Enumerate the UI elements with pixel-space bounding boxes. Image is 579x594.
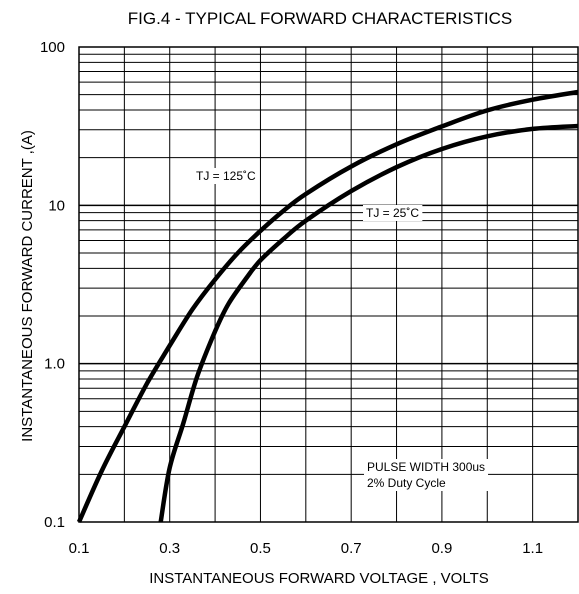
chart-title: FIG.4 - TYPICAL FORWARD CHARACTERISTICS xyxy=(128,9,512,28)
annotation-tj25: TJ = 25˚C xyxy=(363,205,423,221)
series-line-tj25 xyxy=(158,123,579,523)
annotation-pulse-width: PULSE WIDTH 300us xyxy=(367,460,485,474)
grid xyxy=(79,47,578,522)
y-tick-label: 100 xyxy=(40,39,65,56)
annotation-duty-cycle: 2% Duty Cycle xyxy=(367,476,446,490)
y-tick-label: 0.1 xyxy=(44,514,65,531)
x-tick-label: 0.7 xyxy=(341,540,362,557)
x-axis-label: INSTANTANEOUS FORWARD VOLTAGE , VOLTS xyxy=(149,570,489,587)
annotation-pulse: PULSE WIDTH 300us 2% Duty Cycle xyxy=(364,459,489,491)
annotation-tj125-label: TJ = 125˚C xyxy=(196,169,256,183)
x-tick-label: 0.3 xyxy=(159,540,180,557)
x-tick-label: 1.1 xyxy=(522,540,543,557)
series-group xyxy=(76,89,579,523)
x-tick-label: 0.9 xyxy=(431,540,452,557)
series-line-tj125 xyxy=(76,89,579,523)
annotation-tj25-label: TJ = 25˚C xyxy=(366,206,419,220)
y-axis-label: INSTANTANEOUS FORWARD CURRENT ,(A) xyxy=(19,130,36,442)
x-tick-label: 0.1 xyxy=(69,540,90,557)
y-tick-label: 10 xyxy=(48,197,65,214)
annotation-tj125: TJ = 125˚C xyxy=(193,168,260,184)
x-tick-labels: 0.1 0.3 0.5 0.7 0.9 1.1 xyxy=(69,540,543,557)
plot-frame xyxy=(78,46,579,523)
x-tick-label: 0.5 xyxy=(250,540,271,557)
y-tick-label: 1.0 xyxy=(44,356,65,373)
y-tick-labels: 0.1 1.0 10 100 xyxy=(40,39,65,531)
